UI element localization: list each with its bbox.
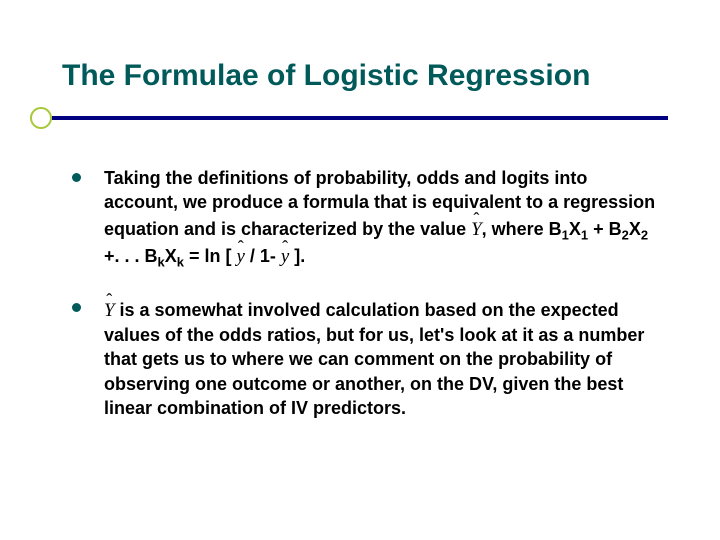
- title-underline: [62, 112, 658, 126]
- sub-2b: 2: [641, 227, 648, 242]
- bullet-list: Taking the definitions of probability, o…: [62, 166, 658, 420]
- bullet1-mid: , where B: [482, 219, 562, 239]
- dots: +. . . B: [104, 246, 158, 266]
- x2: X: [629, 219, 641, 239]
- y-hat-b: y: [281, 242, 289, 270]
- bullet-item-1: Taking the definitions of probability, o…: [96, 166, 658, 270]
- eq: = ln [: [184, 246, 237, 266]
- xk: X: [165, 246, 177, 266]
- underline-bar: [52, 116, 668, 120]
- slide-title: The Formulae of Logistic Regression: [62, 58, 658, 94]
- bullet2-text: is a somewhat involved calculation based…: [104, 300, 644, 418]
- close: ].: [289, 246, 305, 266]
- y-hat-a: y: [237, 242, 245, 270]
- x1: X: [569, 219, 581, 239]
- slide: The Formulae of Logistic Regression Taki…: [0, 0, 720, 540]
- y-hat-symbol: Y: [471, 215, 482, 243]
- sub-ka: k: [158, 255, 165, 270]
- accent-circle: [30, 107, 52, 129]
- y-hat-symbol-2: Y: [104, 296, 115, 324]
- div: / 1-: [245, 246, 281, 266]
- sub-kb: k: [177, 255, 184, 270]
- sub-2a: 2: [622, 227, 629, 242]
- plus1: + B: [588, 219, 622, 239]
- bullet-item-2: Y is a somewhat involved calculation bas…: [96, 296, 658, 421]
- sub-1a: 1: [562, 227, 569, 242]
